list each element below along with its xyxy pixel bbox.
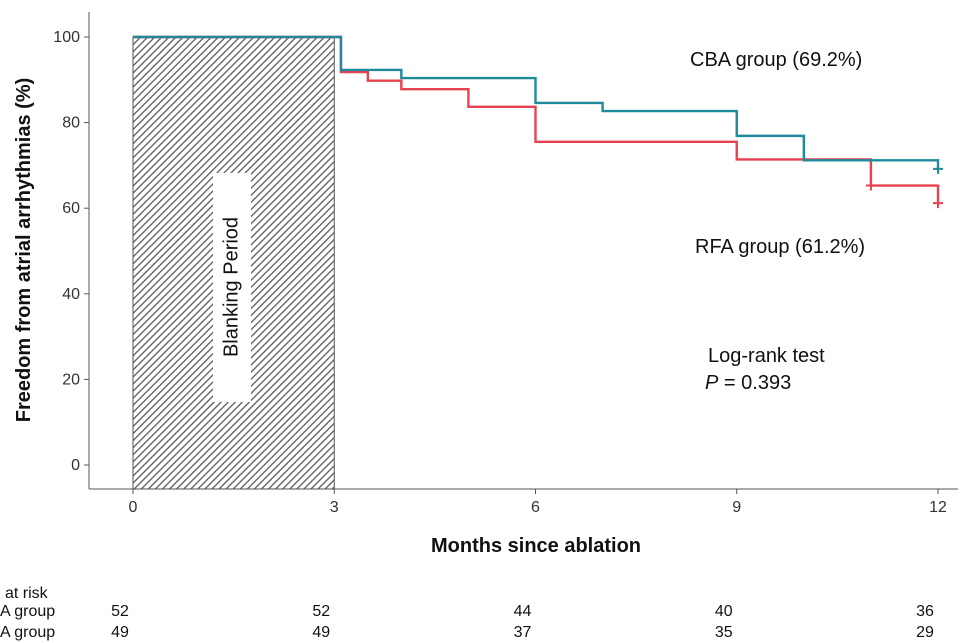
cba-group-curve xyxy=(133,35,940,169)
at-risk-value: 29 xyxy=(916,624,934,641)
y-tick-label: 100 xyxy=(53,29,80,46)
at-risk-table: A group 52 52 44 40 36 A group 49 49 37 35 29 xyxy=(0,603,934,641)
x-axis-title: Months since ablation xyxy=(431,535,641,557)
censor-marks xyxy=(865,163,943,209)
at-risk-value: 52 xyxy=(111,603,129,620)
x-axis-ticks: 0 3 6 9 12 xyxy=(129,489,947,516)
x-tick-label: 3 xyxy=(330,499,339,516)
y-tick-label: 80 xyxy=(62,115,80,132)
y-axis-ticks: 0 20 40 60 80 100 xyxy=(53,29,89,474)
at-risk-row-label: A group xyxy=(0,624,55,641)
series-layer xyxy=(133,35,940,204)
at-risk-value: 35 xyxy=(715,624,733,641)
x-tick-label: 0 xyxy=(129,499,138,516)
at-risk-value: 37 xyxy=(514,624,532,641)
at-risk-value: 52 xyxy=(312,603,330,620)
y-axis-title: Freedom from atrial arrhythmias (%) xyxy=(13,78,35,423)
p-value-label: P = 0.393 xyxy=(705,372,791,394)
at-risk-header: at risk xyxy=(5,585,49,602)
rfa-group-label: RFA group (61.2%) xyxy=(695,236,865,258)
blanking-period-label: Blanking Period xyxy=(220,217,242,357)
y-tick-label: 40 xyxy=(62,286,80,303)
rfa-group-censor-mark xyxy=(933,198,943,209)
p-symbol: P xyxy=(705,372,719,394)
at-risk-value: 44 xyxy=(514,603,532,620)
p-value: = 0.393 xyxy=(718,372,791,394)
x-tick-label: 12 xyxy=(929,499,947,516)
at-risk-value: 49 xyxy=(111,624,129,641)
y-tick-label: 60 xyxy=(62,200,80,217)
log-rank-test-label: Log-rank test xyxy=(708,345,825,367)
rfa-group-censor-mark xyxy=(865,180,876,191)
x-tick-label: 9 xyxy=(732,499,741,516)
blanking-period-label-background xyxy=(213,173,251,402)
y-tick-label: 20 xyxy=(62,371,80,388)
at-risk-value: 36 xyxy=(916,603,934,620)
at-risk-row-label: A group xyxy=(0,603,55,620)
at-risk-value: 49 xyxy=(312,624,330,641)
at-risk-value: 40 xyxy=(715,603,733,620)
cba-group-censor-mark xyxy=(933,163,943,174)
x-tick-label: 6 xyxy=(531,499,540,516)
cba-group-label: CBA group (69.2%) xyxy=(690,49,862,71)
y-tick-label: 0 xyxy=(71,457,80,474)
